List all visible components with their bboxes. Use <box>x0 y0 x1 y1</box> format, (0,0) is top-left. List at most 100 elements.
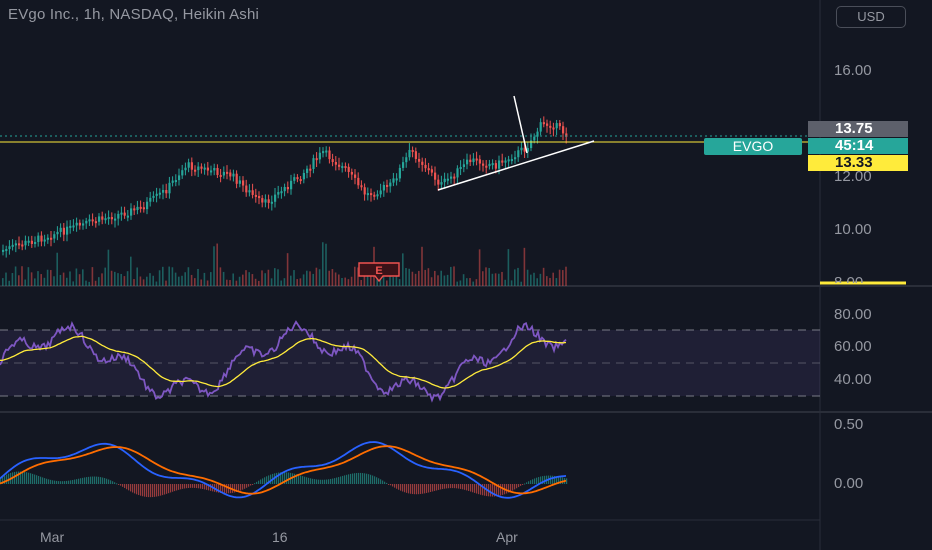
candle-body <box>18 243 21 246</box>
volume-bar <box>517 267 519 286</box>
histogram-bar <box>302 476 304 484</box>
macd-histogram <box>0 471 568 498</box>
macd-line[interactable] <box>0 441 567 499</box>
candle-body <box>283 186 286 192</box>
candle-body <box>443 178 446 183</box>
volume-bar <box>510 280 513 286</box>
volume-bar <box>395 269 398 286</box>
volume-bar <box>130 256 132 286</box>
candle-body <box>98 216 101 222</box>
symbol-tag[interactable]: EVGO <box>704 138 802 155</box>
candle-body <box>107 217 110 220</box>
histogram-bar <box>500 484 502 496</box>
histogram-bar <box>90 476 92 484</box>
candle-body <box>322 151 325 154</box>
histogram-bar <box>512 484 514 491</box>
volume-bar <box>427 268 430 286</box>
histogram-bar <box>60 481 62 484</box>
candle-body <box>526 148 529 152</box>
volume-bar <box>149 273 151 286</box>
volume-bar <box>328 270 330 286</box>
histogram-bar <box>506 484 508 494</box>
candle-body <box>69 225 72 228</box>
histogram-bar <box>42 477 44 484</box>
volume-bar <box>174 272 177 286</box>
candle-body <box>37 235 40 242</box>
volume-bar <box>322 242 324 286</box>
histogram-bar <box>102 477 104 484</box>
macd-signal-line[interactable] <box>0 445 567 495</box>
histogram-bar <box>452 484 454 489</box>
histogram-bar <box>54 480 56 484</box>
rsi-ma-line[interactable] <box>0 335 567 389</box>
currency-button[interactable]: USD <box>836 6 906 28</box>
candle-body <box>280 191 283 194</box>
volume-bar <box>389 271 391 286</box>
volume-bar <box>357 267 359 286</box>
histogram-bar <box>522 484 524 485</box>
histogram-bar <box>380 479 382 484</box>
volume-bar <box>120 273 122 286</box>
volume-bar <box>155 281 158 286</box>
histogram-bar <box>334 478 336 484</box>
candle-body <box>363 187 366 195</box>
volume-bar <box>302 274 305 286</box>
volume-bar <box>405 268 407 286</box>
volume-bar <box>459 280 462 286</box>
candle-body <box>395 178 398 181</box>
candle-body <box>302 172 305 180</box>
histogram-bar <box>318 479 320 484</box>
candle-body <box>274 194 277 202</box>
trendline-support[interactable] <box>437 140 595 191</box>
candle-body <box>50 237 53 240</box>
candle-body <box>251 190 254 195</box>
earnings-flag[interactable]: E <box>358 262 400 282</box>
volume-bar <box>414 273 417 286</box>
volume-bar <box>354 266 356 286</box>
histogram-bar <box>550 475 552 484</box>
candle-body <box>232 173 235 177</box>
time-tick-mar: Mar <box>40 529 65 545</box>
histogram-bar <box>382 480 384 484</box>
rsi-line[interactable] <box>0 320 567 403</box>
histogram-bar <box>362 473 364 484</box>
histogram-bar <box>130 484 132 492</box>
histogram-bar <box>16 471 18 484</box>
candle-body <box>171 180 174 183</box>
candle-body <box>312 158 315 169</box>
candle-body <box>504 160 507 163</box>
candlesticks[interactable] <box>2 116 568 258</box>
histogram-bar <box>490 484 492 497</box>
histogram-bar <box>206 484 208 490</box>
histogram-bar <box>218 484 220 493</box>
volume-bar <box>315 267 318 286</box>
volume-bar <box>501 271 503 286</box>
histogram-bar <box>354 473 356 484</box>
candle-body <box>235 173 238 184</box>
candle-body <box>424 164 427 169</box>
volume-bar <box>565 266 567 286</box>
volume-bar <box>40 274 42 286</box>
histogram-bar <box>320 479 322 484</box>
histogram-bar <box>328 479 330 484</box>
candle-body <box>267 199 270 203</box>
candle-body <box>296 177 299 180</box>
histogram-bar <box>186 484 188 489</box>
volume-bar <box>59 274 62 286</box>
trendline-drawn[interactable] <box>513 95 528 154</box>
histogram-bar <box>234 484 236 493</box>
histogram-bar <box>530 480 532 484</box>
volume-bar <box>261 270 263 286</box>
volume-bar <box>85 280 87 286</box>
volume-bar <box>21 266 23 286</box>
candle-body <box>213 167 216 171</box>
histogram-bar <box>124 484 126 489</box>
histogram-bar <box>478 484 480 495</box>
candle-body <box>248 190 251 193</box>
histogram-bar <box>134 484 136 494</box>
volume-bar <box>27 267 30 286</box>
histogram-bar <box>80 478 82 484</box>
histogram-bar <box>376 477 378 484</box>
histogram-bar <box>414 484 416 495</box>
